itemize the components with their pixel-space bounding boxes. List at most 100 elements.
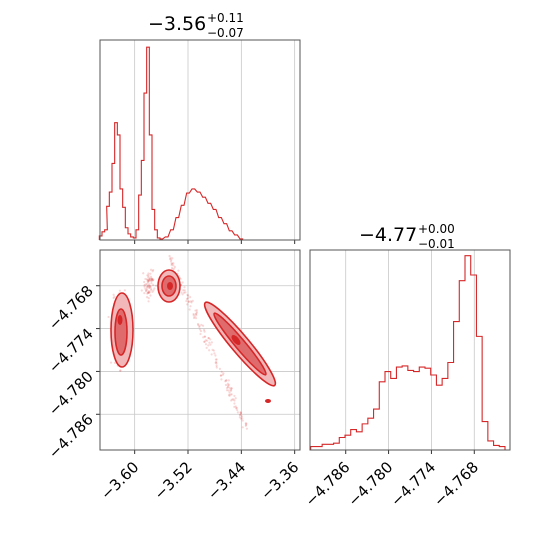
- scatter-point: [196, 322, 200, 326]
- marginal-y-grid: [345, 250, 475, 450]
- scatter-point: [202, 336, 205, 339]
- scatter-point: [203, 330, 206, 333]
- scatter-point: [233, 405, 236, 408]
- scatter-point: [240, 415, 244, 418]
- scatter-point: [184, 291, 187, 294]
- scatter-point: [239, 411, 242, 414]
- scatter-point: [236, 408, 239, 412]
- scatter-point: [152, 283, 155, 286]
- scatter-point: [238, 413, 241, 417]
- joint-x-tick-label: −3.36: [257, 458, 302, 503]
- scatter-point: [234, 405, 237, 408]
- scatter-point: [218, 367, 222, 370]
- scatter-point: [239, 411, 242, 414]
- scatter-point: [119, 369, 122, 372]
- scatter-point: [168, 258, 172, 261]
- scatter-point: [195, 309, 198, 312]
- scatter-point: [204, 343, 208, 346]
- scatter-point: [180, 291, 183, 294]
- scatter-point: [148, 279, 151, 282]
- scatter-point: [207, 344, 210, 347]
- scatter-point: [186, 297, 190, 300]
- scatter-point: [207, 336, 210, 340]
- scatter-point: [214, 354, 217, 357]
- scatter-point: [206, 339, 209, 342]
- scatter-point: [148, 291, 151, 294]
- scatter-point: [150, 289, 153, 292]
- scatter-point: [190, 301, 193, 304]
- scatter-point: [211, 348, 214, 351]
- scatter-point: [146, 278, 149, 282]
- scatter-point: [203, 335, 207, 338]
- marginal-x-histogram: [98, 46, 244, 240]
- scatter-point: [147, 290, 150, 293]
- scatter-point: [148, 283, 151, 286]
- scatter-point: [188, 308, 191, 311]
- scatter-point: [147, 286, 151, 289]
- scatter-point: [173, 267, 176, 270]
- scatter-point: [189, 296, 192, 299]
- scatter-point: [224, 383, 228, 387]
- scatter-point: [149, 285, 152, 288]
- scatter-point: [198, 328, 202, 331]
- contour-cluster-right-tail: [265, 399, 271, 403]
- scatter-point: [195, 311, 199, 314]
- scatter-point: [152, 268, 155, 272]
- scatter-point: [197, 323, 200, 327]
- scatter-point: [172, 262, 175, 265]
- scatter-point: [182, 289, 185, 292]
- scatter-point: [149, 268, 153, 271]
- param1-title-lower: −0.07: [207, 26, 244, 40]
- scatter-point: [145, 290, 148, 293]
- scatter-point: [150, 277, 153, 280]
- scatter-point: [151, 270, 154, 273]
- scatter-point: [143, 284, 146, 287]
- scatter-point: [152, 289, 155, 292]
- joint-frame: [99, 249, 301, 451]
- scatter-point: [151, 277, 154, 280]
- scatter-point: [109, 361, 113, 364]
- scatter-point: [219, 374, 223, 377]
- scatter-point: [198, 325, 201, 329]
- scatter-point: [227, 393, 231, 396]
- scatter-point: [199, 330, 203, 333]
- scatter-point: [244, 424, 247, 427]
- scatter-point: [148, 284, 152, 288]
- scatter-point: [230, 387, 233, 390]
- scatter-point: [143, 280, 146, 284]
- scatter-point: [239, 412, 243, 415]
- scatter-point: [119, 369, 122, 372]
- scatter-point: [215, 360, 218, 364]
- scatter-point: [150, 277, 154, 281]
- scatter-point: [194, 317, 198, 320]
- marginal-x-ticks: [134, 240, 296, 244]
- scatter-point: [179, 277, 182, 281]
- contour-cluster-left-core: [117, 315, 123, 325]
- scatter-point: [214, 361, 217, 364]
- scatter-point: [140, 289, 143, 292]
- scatter-point: [145, 289, 148, 292]
- scatter-point: [192, 312, 195, 316]
- scatter-point: [204, 339, 207, 342]
- marginal-y-tick-label: −4.780: [344, 458, 396, 510]
- scatter-point: [145, 282, 148, 286]
- scatter-point: [233, 402, 236, 405]
- scatter-point: [173, 265, 177, 269]
- scatter-point: [193, 315, 196, 318]
- scatter-point: [235, 406, 239, 410]
- scatter-point: [149, 278, 152, 281]
- scatter-point: [118, 289, 121, 292]
- scatter-point: [144, 287, 147, 290]
- scatter-point: [148, 286, 151, 289]
- scatter-point: [207, 337, 210, 340]
- marginal-y-ticks: −4.786−4.780−4.774−4.768: [302, 450, 482, 510]
- scatter-point: [198, 324, 201, 327]
- joint-x-tick-label: −3.60: [97, 458, 142, 503]
- scatter-point: [153, 287, 156, 290]
- scatter-point: [225, 389, 229, 392]
- param2-title: −4.77 +0.00 −0.01: [359, 222, 455, 251]
- scatter-point: [183, 289, 186, 292]
- scatter-point: [182, 291, 186, 294]
- scatter-point: [215, 364, 218, 367]
- scatter-point: [227, 389, 230, 392]
